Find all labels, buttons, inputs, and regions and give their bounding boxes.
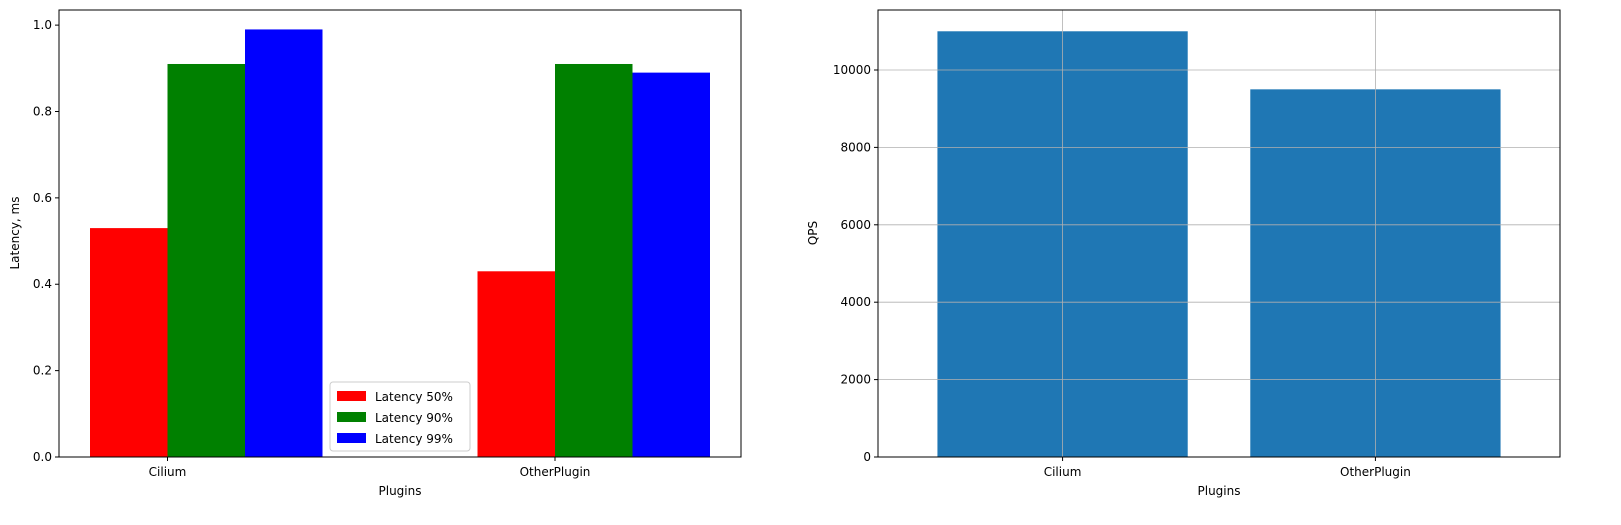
y-tick-label: 0.8 — [33, 104, 52, 118]
latency-x-ticks: Cilium OtherPlugin — [149, 457, 591, 479]
latency-y-axis-label: Latency, ms — [8, 196, 22, 269]
qps-axes-frame — [877, 9, 1561, 458]
qps-chart: 0 2000 4000 6000 8000 10000 Cilium OtherPlugin… — [806, 9, 1561, 498]
qps-bars — [937, 31, 1501, 458]
bar-latency-99--otherplugin — [632, 72, 710, 457]
y-tick-label: 4000 — [840, 295, 871, 309]
latency-axes-frame — [58, 9, 742, 458]
x-tick-label-otherplugin: OtherPlugin — [520, 465, 591, 479]
bar-latency-99--cilium — [245, 29, 323, 457]
x-tick-label-otherplugin: OtherPlugin — [1340, 465, 1411, 479]
y-tick-label: 0.0 — [33, 450, 52, 464]
y-tick-label: 0.6 — [33, 191, 52, 205]
legend-items: Latency 50% Latency 90% Latency 99% — [337, 390, 453, 446]
y-tick-label: 8000 — [840, 140, 871, 154]
y-tick-label: 6000 — [840, 218, 871, 232]
qps-y-ticks: 0 2000 4000 6000 8000 10000 — [833, 63, 878, 464]
legend-label: Latency 99% — [375, 432, 453, 446]
bar-latency-50--otherplugin — [477, 271, 555, 457]
qps-x-axis-label: Plugins — [1198, 484, 1241, 498]
x-tick-label-cilium: Cilium — [149, 465, 187, 479]
bar-latency-50--cilium — [90, 228, 168, 457]
y-tick-label: 0.4 — [33, 277, 52, 291]
latency-x-axis-label: Plugins — [379, 484, 422, 498]
bar-latency-90--otherplugin — [555, 63, 633, 458]
y-tick-label: 2000 — [840, 373, 871, 387]
legend-label: Latency 90% — [375, 411, 453, 425]
qps-x-ticks: Cilium OtherPlugin — [1044, 457, 1411, 479]
qps-y-axis-label: QPS — [806, 221, 820, 245]
legend: Latency 50% Latency 90% Latency 99% — [329, 381, 471, 452]
y-tick-label: 0.2 — [33, 364, 52, 378]
latency-chart: 0.0 0.2 0.4 0.6 0.8 1.0 Cilium OtherPlugin Plu… — [8, 9, 742, 498]
latency-y-ticks: 0.0 0.2 0.4 0.6 0.8 1.0 — [33, 18, 59, 464]
legend-swatch — [337, 412, 366, 422]
legend-swatch — [337, 433, 366, 443]
y-tick-label: 0 — [863, 450, 871, 464]
x-tick-label-cilium: Cilium — [1044, 465, 1082, 479]
y-tick-label: 10000 — [833, 63, 871, 77]
y-tick-label: 1.0 — [33, 18, 52, 32]
legend-swatch — [337, 391, 366, 401]
legend-label: Latency 50% — [375, 390, 453, 404]
bar-latency-90--cilium — [167, 63, 245, 458]
latency-bars — [90, 29, 710, 458]
